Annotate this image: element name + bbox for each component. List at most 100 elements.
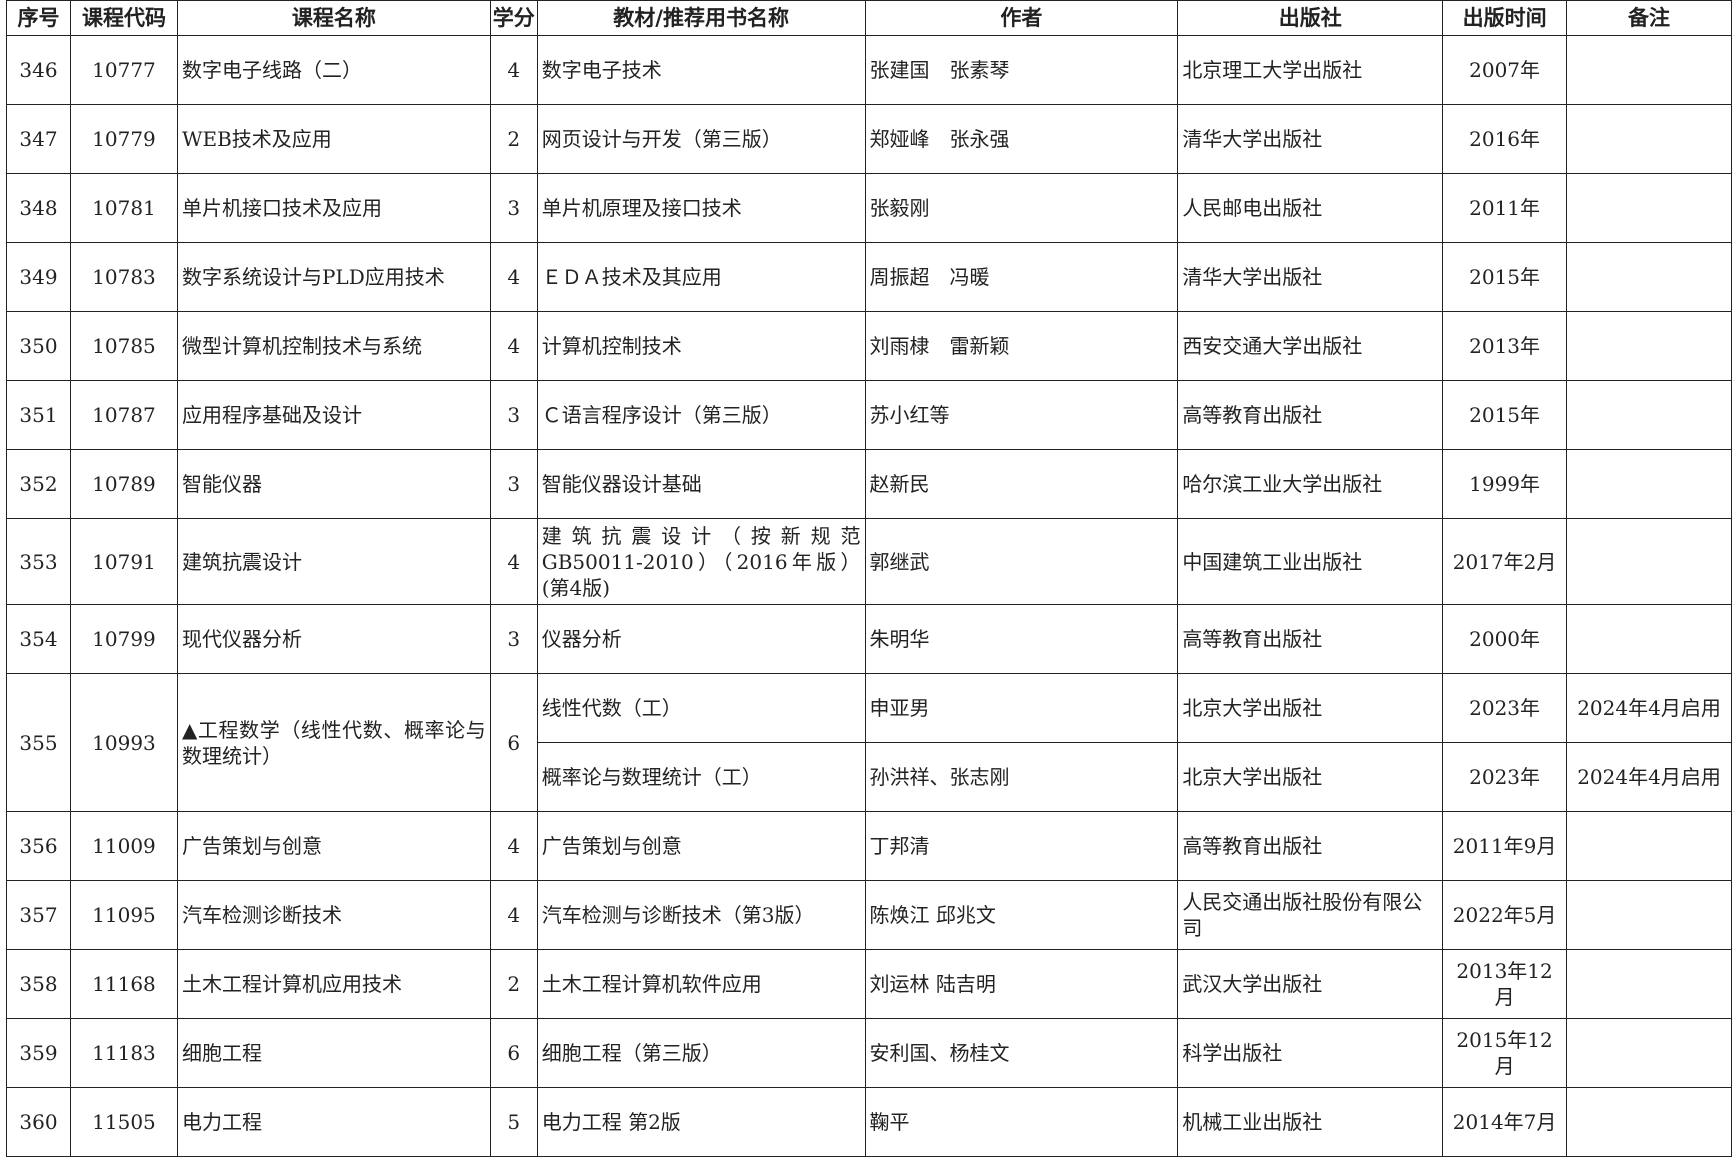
cell-credit: 4 <box>489 811 538 881</box>
header-author: 作者 <box>864 0 1179 36</box>
cell-no: 353 <box>6 518 71 605</box>
cell-credit: 4 <box>489 880 538 950</box>
cell-no: 354 <box>6 604 71 674</box>
cell-pub-date: 2022年5月 <box>1442 880 1568 950</box>
table-row: 358 11168 土木工程计算机应用技术 2 土木工程计算机软件应用 刘运林 陆吉明 武汉… <box>6 949 1732 1019</box>
table-row: 356 11009 广告策划与创意 4 广告策划与创意 丁邦清 高等教育出版社 2011年9月 <box>6 811 1732 881</box>
cell-publisher: 高等教育出版社 <box>1177 604 1444 674</box>
header-course: 课程名称 <box>176 0 491 36</box>
cell-textbook: 细胞工程（第三版） <box>536 1018 866 1088</box>
cell-course-name: 应用程序基础及设计 <box>176 380 491 450</box>
cell-note <box>1566 173 1732 243</box>
cell-course-name: 汽车检测诊断技术 <box>176 880 491 950</box>
table-row: 357 11095 汽车检测诊断技术 4 汽车检测与诊断技术（第3版） 陈焕江 邱兆文 人民… <box>6 880 1732 950</box>
cell-no: 356 <box>6 811 71 881</box>
cell-author: 张建国 张素琴 <box>864 35 1179 105</box>
cell-course-name: 广告策划与创意 <box>176 811 491 881</box>
header-code: 课程代码 <box>69 0 178 36</box>
table-row: 353 10791 建筑抗震设计 4 建筑抗震设计（按新规范GB50011-2010）（… <box>6 518 1732 605</box>
header-publisher: 出版社 <box>1177 0 1444 36</box>
cell-publisher: 北京大学出版社 <box>1177 673 1444 743</box>
cell-no: 348 <box>6 173 71 243</box>
cell-pub-date: 2011年 <box>1442 173 1568 243</box>
cell-note <box>1566 311 1732 381</box>
cell-publisher: 武汉大学出版社 <box>1177 949 1444 1019</box>
cell-publisher: 中国建筑工业出版社 <box>1177 518 1444 605</box>
cell-pub-date: 2014年7月 <box>1442 1087 1568 1157</box>
textbook-table: 序号 课程代码 课程名称 学分 教材/推荐用书名称 作者 出版社 出版时间 备注… <box>6 0 1732 1157</box>
cell-credit: 6 <box>489 673 538 812</box>
cell-author: 申亚男 <box>864 673 1179 743</box>
cell-no: 359 <box>6 1018 71 1088</box>
header-credit: 学分 <box>489 0 538 36</box>
cell-note <box>1566 35 1732 105</box>
cell-course-code: 10777 <box>69 35 178 105</box>
table-row: 352 10789 智能仪器 3 智能仪器设计基础 赵新民 哈尔滨工业大学出版社 1999年 <box>6 449 1732 519</box>
table-row: 346 10777 数字电子线路（二） 4 数字电子技术 张建国 张素琴 北京理工大学出版社… <box>6 35 1732 105</box>
cell-no: 351 <box>6 380 71 450</box>
cell-author: 刘运林 陆吉明 <box>864 949 1179 1019</box>
cell-course-code: 10785 <box>69 311 178 381</box>
cell-credit: 4 <box>489 311 538 381</box>
cell-course-code: 10789 <box>69 449 178 519</box>
cell-credit: 3 <box>489 449 538 519</box>
cell-course-code: 11168 <box>69 949 178 1019</box>
cell-note: 2024年4月启用 <box>1566 742 1732 812</box>
header-row: 序号 课程代码 课程名称 学分 教材/推荐用书名称 作者 出版社 出版时间 备注 <box>6 0 1732 36</box>
cell-note <box>1566 104 1732 174</box>
table-row: 351 10787 应用程序基础及设计 3 Ｃ语言程序设计（第三版） 苏小红等 高等教育出版… <box>6 380 1732 450</box>
cell-course-name: 电力工程 <box>176 1087 491 1157</box>
table-row: 350 10785 微型计算机控制技术与系统 4 计算机控制技术 刘雨棣 雷新颖 西安交通大… <box>6 311 1732 381</box>
cell-pub-date: 2023年 <box>1442 673 1568 743</box>
cell-textbook: 概率论与数理统计（工） <box>536 742 866 812</box>
table-row: 348 10781 单片机接口技术及应用 3 单片机原理及接口技术 张毅刚 人民邮电出版社 2… <box>6 173 1732 243</box>
cell-textbook: 线性代数（工） <box>536 673 866 743</box>
cell-textbook: 电力工程 第2版 <box>536 1087 866 1157</box>
cell-credit: 2 <box>489 104 538 174</box>
cell-note <box>1566 604 1732 674</box>
cell-credit: 3 <box>489 380 538 450</box>
cell-course-name: 单片机接口技术及应用 <box>176 173 491 243</box>
cell-no: 357 <box>6 880 71 950</box>
cell-course-code: 10799 <box>69 604 178 674</box>
cell-credit: 4 <box>489 35 538 105</box>
cell-publisher: 西安交通大学出版社 <box>1177 311 1444 381</box>
header-note: 备注 <box>1566 0 1732 36</box>
cell-textbook: 网页设计与开发（第三版） <box>536 104 866 174</box>
cell-author: 苏小红等 <box>864 380 1179 450</box>
cell-pub-date: 2015年 <box>1442 242 1568 312</box>
cell-publisher: 人民交通出版社股份有限公司 <box>1177 880 1444 950</box>
cell-course-name: 现代仪器分析 <box>176 604 491 674</box>
header-no: 序号 <box>6 0 71 36</box>
cell-pub-date: 2013年 <box>1442 311 1568 381</box>
cell-pub-date: 1999年 <box>1442 449 1568 519</box>
cell-textbook: 计算机控制技术 <box>536 311 866 381</box>
cell-pub-date: 2015年 <box>1442 380 1568 450</box>
cell-course-name: 微型计算机控制技术与系统 <box>176 311 491 381</box>
header-date: 出版时间 <box>1442 0 1568 36</box>
cell-pub-date: 2013年12月 <box>1442 949 1568 1019</box>
table-row: 347 10779 WEB技术及应用 2 网页设计与开发（第三版） 郑娅峰 张永强 清华大学… <box>6 104 1732 174</box>
cell-pub-date: 2011年9月 <box>1442 811 1568 881</box>
cell-author: 赵新民 <box>864 449 1179 519</box>
cell-author: 鞠平 <box>864 1087 1179 1157</box>
cell-pub-date: 2015年12月 <box>1442 1018 1568 1088</box>
cell-course-name: 数字电子线路（二） <box>176 35 491 105</box>
cell-note <box>1566 949 1732 1019</box>
cell-course-code: 10781 <box>69 173 178 243</box>
cell-no: 358 <box>6 949 71 1019</box>
cell-author: 刘雨棣 雷新颖 <box>864 311 1179 381</box>
cell-credit: 4 <box>489 242 538 312</box>
cell-textbook: 智能仪器设计基础 <box>536 449 866 519</box>
cell-textbook: ＥＤＡ技术及其应用 <box>536 242 866 312</box>
cell-no: 347 <box>6 104 71 174</box>
cell-publisher: 清华大学出版社 <box>1177 242 1444 312</box>
cell-course-name: WEB技术及应用 <box>176 104 491 174</box>
cell-course-code: 10993 <box>69 673 178 812</box>
cell-course-name: 细胞工程 <box>176 1018 491 1088</box>
cell-credit: 3 <box>489 173 538 243</box>
cell-course-code: 11009 <box>69 811 178 881</box>
cell-note <box>1566 242 1732 312</box>
cell-course-code: 10783 <box>69 242 178 312</box>
cell-note <box>1566 380 1732 450</box>
